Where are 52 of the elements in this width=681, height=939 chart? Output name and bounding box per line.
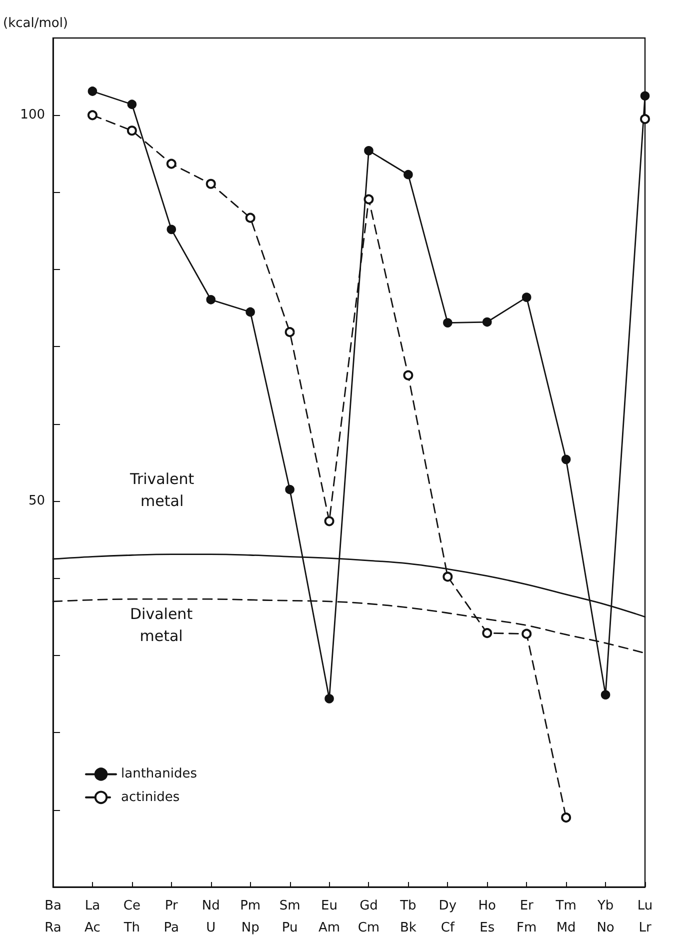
- x-tick-label: Yb No: [596, 898, 614, 936]
- point: [285, 484, 294, 494]
- point: [206, 178, 216, 189]
- point: [443, 318, 452, 328]
- point: [600, 690, 610, 700]
- x-tick-label: Lu Lr: [637, 898, 653, 936]
- x-tick-label: Nd U: [202, 898, 220, 936]
- point: [482, 628, 492, 638]
- point: [561, 454, 571, 464]
- point: [87, 110, 98, 120]
- y-axis-title: (kcal/mol): [3, 16, 68, 31]
- point: [324, 516, 334, 526]
- point: [522, 292, 532, 302]
- point: [364, 194, 374, 204]
- x-tick-label: Tb Bk: [399, 898, 417, 936]
- x-tick-label: Eu Am: [318, 898, 340, 936]
- point: [403, 370, 414, 380]
- x-tick-label: Ce Th: [122, 898, 140, 936]
- point: [482, 317, 492, 327]
- point: [206, 295, 216, 304]
- point: [522, 628, 532, 639]
- annotation: Divalent metal: [130, 605, 193, 645]
- x-tick-label: Pr Pa: [164, 898, 180, 936]
- x-tick-label: Gd Cm: [358, 898, 380, 936]
- x-tick-label: Er Fm: [516, 898, 537, 936]
- point: [561, 812, 572, 823]
- point: [442, 572, 453, 582]
- x-tick-label: La Ac: [84, 898, 100, 936]
- point: [324, 694, 334, 704]
- x-tick-label: Sm Pu: [279, 898, 300, 936]
- x-tick-label: Ho Es: [478, 898, 496, 936]
- point: [88, 86, 98, 96]
- legend-label: lanthanides: [121, 766, 198, 782]
- x-tick-label: Ba Ra: [44, 898, 62, 936]
- point: [126, 126, 137, 136]
- legend-label: actinides: [121, 790, 180, 805]
- x-tick-label: Dy Cf: [438, 898, 457, 936]
- point: [246, 307, 255, 317]
- point: [166, 224, 176, 234]
- y-tick-label: 100: [20, 108, 45, 123]
- point: [127, 100, 137, 110]
- point: [640, 114, 650, 124]
- x-tick-label: Tm Md: [554, 898, 576, 936]
- point: [364, 146, 374, 156]
- point: [245, 212, 256, 223]
- y-tick-label: 50: [28, 494, 45, 509]
- point: [640, 91, 650, 101]
- x-tick-label: Pm Np: [240, 898, 261, 936]
- point: [284, 327, 295, 338]
- point: [166, 158, 176, 169]
- point: [404, 170, 413, 180]
- annotation: Trivalent metal: [128, 470, 194, 510]
